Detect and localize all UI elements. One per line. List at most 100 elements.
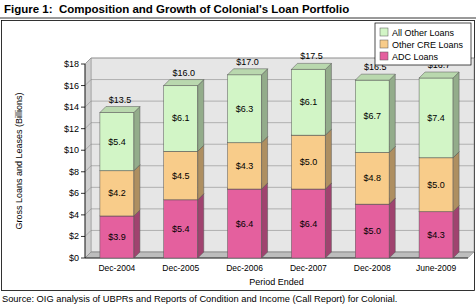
bar-segment	[419, 152, 459, 212]
bar-segment	[355, 74, 395, 152]
data-label: $6.3	[236, 104, 254, 114]
data-labels: $3.9$4.2$5.4$13.5$5.4$4.5$6.1$16.0$6.4$4…	[108, 51, 450, 242]
total-label: $17.0	[236, 57, 259, 67]
bar-front	[355, 204, 389, 258]
data-label: $5.0	[363, 226, 381, 236]
data-label: $6.1	[172, 113, 190, 123]
data-label: $4.5	[172, 171, 190, 181]
bar-segment	[291, 63, 331, 135]
x-tick-label: Dec-2006	[226, 263, 263, 273]
bar-side	[325, 63, 331, 135]
legend-label: Other CRE Loans	[392, 40, 464, 50]
grid-line	[85, 80, 474, 86]
bar-side	[134, 210, 140, 258]
x-axis-title: Period Ended	[249, 277, 304, 287]
bar-front	[355, 80, 389, 152]
y-tick-label: $10	[64, 145, 79, 155]
x-axis	[85, 258, 468, 259]
bar-side	[389, 198, 395, 258]
bar-side	[325, 129, 331, 189]
data-label: $6.1	[300, 97, 318, 107]
y-tick	[81, 128, 85, 129]
data-label: $4.3	[236, 161, 254, 171]
bar-segment	[100, 165, 140, 216]
bar-segment	[164, 80, 204, 152]
bar-front	[419, 78, 453, 158]
y-tick-label: $16	[64, 81, 79, 91]
y-tick	[81, 64, 85, 65]
bar-top	[228, 69, 268, 75]
y-tick-label: $4	[69, 210, 79, 220]
total-label: $13.5	[109, 95, 132, 105]
bar-side	[134, 165, 140, 216]
bar-front	[100, 113, 134, 171]
data-label: $3.9	[108, 232, 126, 242]
legend-label: ADC Loans	[392, 52, 439, 62]
y-tick-label: $6	[69, 188, 79, 198]
x-tick-label: Dec-2008	[354, 263, 391, 273]
data-label: $5.0	[300, 157, 318, 167]
grid-line	[85, 230, 474, 236]
grid-line	[85, 252, 474, 258]
y-tick-label: $2	[69, 231, 79, 241]
legend-label: All Other Loans	[392, 28, 455, 38]
bar-side	[453, 152, 459, 212]
bar-side	[262, 137, 268, 189]
data-label: $4.8	[363, 173, 381, 183]
bar-front	[419, 212, 453, 258]
bar-side	[325, 183, 331, 258]
bar-front	[419, 158, 453, 212]
title-rule	[0, 18, 476, 19]
grid-line	[85, 166, 474, 172]
total-label: $17.5	[300, 51, 323, 61]
bar-front	[228, 189, 262, 258]
y-tick	[81, 193, 85, 194]
data-label: $6.7	[363, 111, 381, 121]
bar-segment	[291, 129, 331, 189]
grid-line	[85, 209, 474, 215]
y-tick	[81, 236, 85, 237]
bar-top	[164, 80, 204, 86]
bar-segment	[419, 72, 459, 158]
y-axis	[85, 64, 86, 258]
grid-line	[85, 123, 474, 129]
x-tick-label: Dec-2007	[290, 263, 327, 273]
bar-side	[198, 145, 204, 200]
x-tick-label: Dec-2005	[162, 263, 199, 273]
bars	[100, 63, 459, 258]
bar-top	[100, 107, 140, 113]
bar-segment	[355, 146, 395, 204]
y-tick-label: $18	[64, 59, 79, 69]
title: Figure 1: Composition and Growth of Colo…	[4, 3, 349, 15]
bar-front	[228, 143, 262, 189]
bar-segment	[419, 206, 459, 258]
bar-top	[291, 63, 331, 69]
bar-front	[291, 189, 325, 258]
bar-front	[100, 171, 134, 216]
grid-line	[85, 187, 474, 193]
grid-line	[85, 101, 474, 107]
y-tick	[81, 107, 85, 108]
chart: Figure 1: Composition and Growth of Colo…	[0, 0, 476, 306]
bar-segment	[228, 69, 268, 143]
floor	[85, 252, 474, 258]
bar-side	[134, 107, 140, 171]
data-label: $6.4	[236, 219, 254, 229]
chart-frame	[2, 21, 475, 291]
y-tick-label: $14	[64, 102, 79, 112]
bar-segment	[164, 194, 204, 258]
bar-segment	[355, 198, 395, 258]
bar-front	[291, 135, 325, 189]
bar-segment	[228, 183, 268, 258]
bar-side	[262, 69, 268, 143]
bar-front	[291, 69, 325, 135]
y-tick-label: $12	[64, 124, 79, 134]
data-label: $4.3	[427, 230, 445, 240]
data-label: $4.2	[108, 188, 126, 198]
bar-top	[355, 74, 395, 80]
x-tick-label: Dec-2004	[98, 263, 135, 273]
bar-front	[100, 216, 134, 258]
bar-front	[164, 200, 198, 258]
bar-segment	[164, 145, 204, 200]
y-tick	[81, 258, 85, 259]
